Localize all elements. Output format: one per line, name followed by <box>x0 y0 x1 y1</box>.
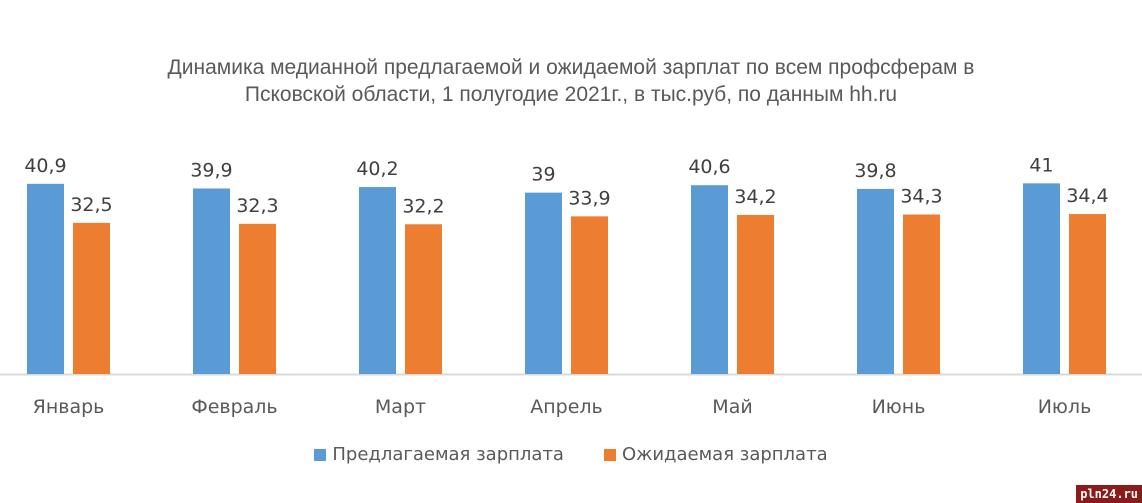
legend-label-expected: Ожидаемая зарплата <box>621 444 828 465</box>
data-label: 33,9 <box>568 187 610 209</box>
category-label: Январь <box>33 396 105 418</box>
legend-item-expected: Ожидаемая зарплата <box>603 444 828 465</box>
category-label: Апрель <box>530 396 603 418</box>
bar-offered <box>691 185 728 374</box>
data-label: 34,2 <box>734 186 776 208</box>
legend-swatch-offered <box>314 448 327 461</box>
bar-expected <box>737 214 774 374</box>
legend-label-offered: Предлагаемая зарплата <box>332 444 564 465</box>
bar-offered <box>857 188 894 374</box>
data-label: 41 <box>1029 154 1053 176</box>
bar-expected <box>239 223 276 374</box>
bar-offered <box>193 188 230 374</box>
legend-swatch-expected <box>603 448 616 461</box>
chart-title-line2: Псковской области, 1 полугодие 2021г., в… <box>244 83 898 106</box>
data-label: 40,6 <box>688 156 730 178</box>
legend-item-offered: Предлагаемая зарплата <box>314 444 564 465</box>
bar-expected <box>1069 214 1106 374</box>
data-label: 39,9 <box>190 159 232 181</box>
bar-offered <box>1023 183 1060 374</box>
bar-offered <box>359 187 396 374</box>
legend: Предлагаемая зарплата Ожидаемая зарплата <box>0 444 1142 465</box>
bar-offered <box>525 192 562 374</box>
data-label: 39 <box>531 164 555 186</box>
bar-expected <box>405 224 442 374</box>
data-label: 32,5 <box>70 194 112 216</box>
bar-expected <box>571 216 608 374</box>
data-label: 40,2 <box>356 158 398 180</box>
data-label: 34,4 <box>1066 185 1108 207</box>
data-label: 39,8 <box>854 160 896 182</box>
data-label: 32,3 <box>236 195 278 217</box>
category-label: Февраль <box>191 396 277 418</box>
category-label: Март <box>375 396 426 418</box>
category-label: Июль <box>1038 396 1092 418</box>
bar-expected <box>903 214 940 374</box>
chart-title-line1: Динамика медианной предлагаемой и ожидае… <box>167 56 975 79</box>
bar-expected <box>73 222 110 374</box>
data-label: 40,9 <box>24 155 66 177</box>
data-label: 34,3 <box>900 186 942 208</box>
category-label: Июнь <box>872 396 926 418</box>
category-label: Май <box>712 396 752 418</box>
data-label: 32,2 <box>402 195 444 217</box>
bar-offered <box>27 183 64 374</box>
watermark: pln24.ru <box>1076 485 1142 503</box>
